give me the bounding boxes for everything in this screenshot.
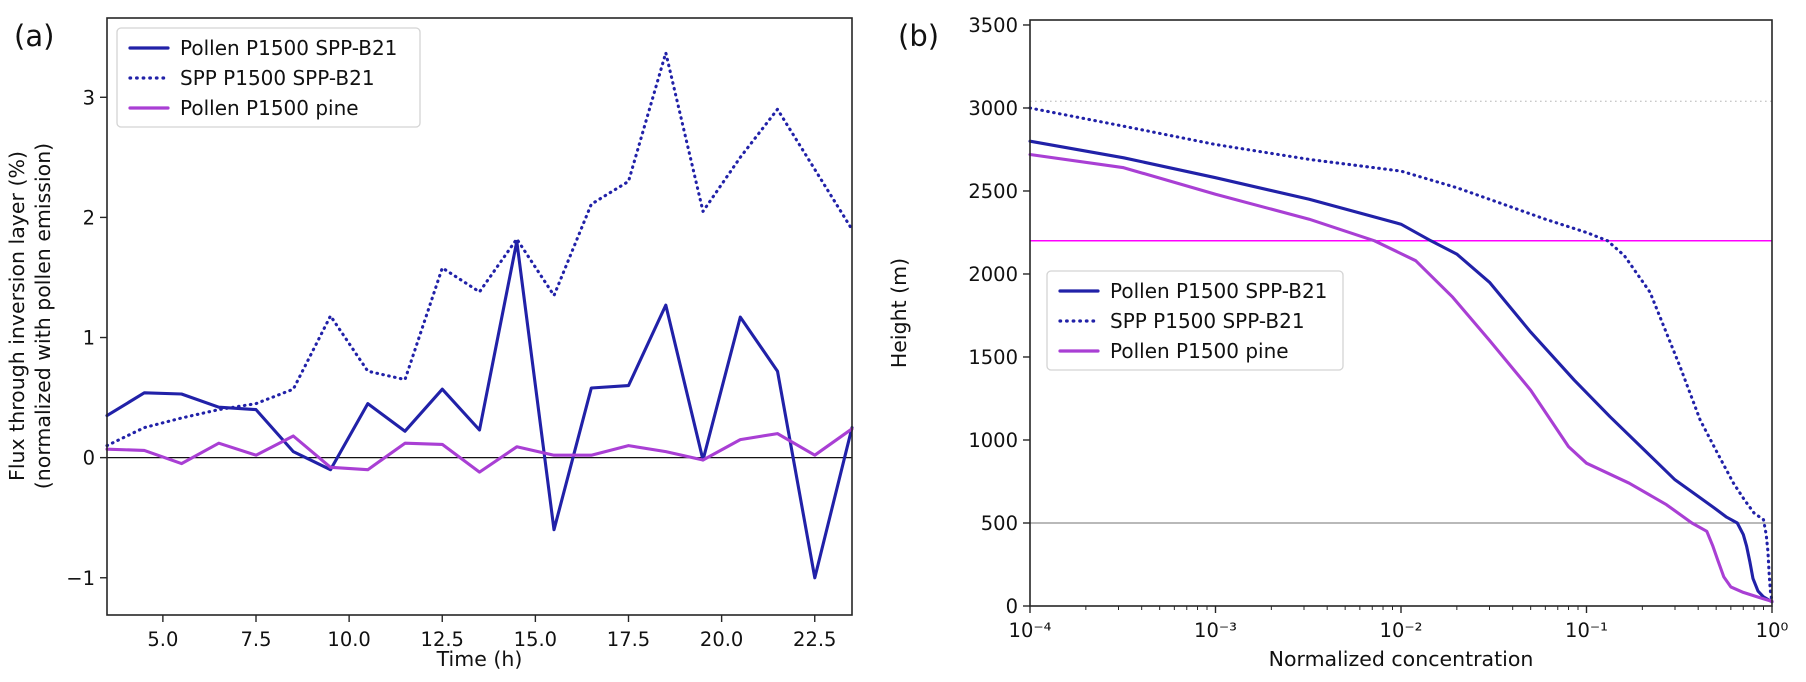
legend: Pollen P1500 SPP-B21 SPP P1500 SPP-B21 Pol… (116, 27, 421, 128)
y-tick-label: 3 (83, 86, 95, 109)
series-line-pollen-p1500-spp-b21 (1028, 139, 1774, 604)
x-axis-ticks: 5.0 7.5 10.0 12.5 15.0 17.5 20.0 22.5 (147, 615, 836, 651)
legend-label-spp-p1500-spp-b21: SPP P1500 SPP-B21 (1110, 309, 1305, 333)
x-tick-label: 10⁻¹ (1565, 619, 1608, 642)
series-line-spp-p1500-spp-b21 (1028, 106, 1774, 604)
y-tick-label: −1 (66, 567, 95, 590)
x-tick-label: 15.0 (514, 628, 557, 651)
x-tick-label: 10⁰ (1756, 619, 1789, 642)
x-tick-label: 5.0 (147, 628, 178, 651)
y-tick-label: 500 (981, 512, 1018, 535)
y-tick-label: 3500 (968, 14, 1018, 37)
y-axis-ticks: −1 0 1 2 3 (66, 86, 107, 590)
y-axis-ticks: 0 500 1000 1500 2000 2500 3000 3500 (968, 14, 1030, 618)
legend-box (116, 27, 421, 128)
legend-label-pollen-p1500-pine: Pollen P1500 pine (1110, 339, 1289, 363)
y-axis-label: Height (m) (887, 258, 911, 368)
panel-label: (a) (14, 19, 54, 53)
y-tick-label: 1 (83, 327, 95, 350)
y-tick-label: 3000 (968, 97, 1018, 120)
panel-label: (b) (898, 19, 939, 53)
y-tick-label: 0 (83, 447, 95, 470)
x-tick-label: 12.5 (421, 628, 464, 651)
y-tick-label: 0 (1006, 595, 1018, 618)
y-axis-label: Flux through inversion layer (%)(normali… (5, 143, 55, 489)
x-tick-label: 10.0 (327, 628, 370, 651)
y-tick-label: 1500 (968, 346, 1018, 369)
y-tick-label: 2500 (968, 180, 1018, 203)
legend-label-pollen-p1500-spp-b21: Pollen P1500 SPP-B21 (180, 36, 397, 60)
series-line-pollen-p1500-pine (1028, 152, 1774, 603)
legend-box (1046, 270, 1344, 371)
axes-box (106, 17, 853, 616)
legend-label-spp-p1500-spp-b21: SPP P1500 SPP-B21 (180, 66, 375, 90)
legend-label-pollen-p1500-pine: Pollen P1500 pine (180, 96, 359, 120)
x-tick-label: 10⁻³ (1194, 619, 1237, 642)
x-tick-label: 7.5 (240, 628, 271, 651)
series-line-pollen-p1500-pine (105, 427, 854, 474)
panel--b-: 10⁻⁴ 10⁻³ 10⁻² 10⁻¹ 10⁰ 0 500 1000 1500 2000 2500 3… (887, 14, 1788, 671)
y-tick-label: 1000 (968, 429, 1018, 452)
x-tick-label: 10⁻² (1380, 619, 1423, 642)
x-axis-label: Time (h) (436, 647, 523, 671)
x-tick-label: 17.5 (607, 628, 650, 651)
x-axis-ticks: 10⁻⁴ 10⁻³ 10⁻² 10⁻¹ 10⁰ (1009, 606, 1789, 642)
panel--a-: 5.0 7.5 10.0 12.5 15.0 17.5 20.0 22.5 −1 0 1 2 3 Time… (5, 17, 854, 671)
x-axis-label: Normalized concentration (1269, 647, 1534, 671)
y-tick-label: 2000 (968, 263, 1018, 286)
series-line-spp-p1500-spp-b21 (105, 51, 854, 448)
x-tick-label: 10⁻⁴ (1009, 619, 1052, 642)
legend-label-pollen-p1500-spp-b21: Pollen P1500 SPP-B21 (1110, 279, 1327, 303)
legend: Pollen P1500 SPP-B21 SPP P1500 SPP-B21 Pol… (1046, 270, 1344, 371)
x-tick-label: 22.5 (793, 628, 836, 651)
y-tick-label: 2 (83, 206, 95, 229)
x-tick-label: 20.0 (700, 628, 743, 651)
